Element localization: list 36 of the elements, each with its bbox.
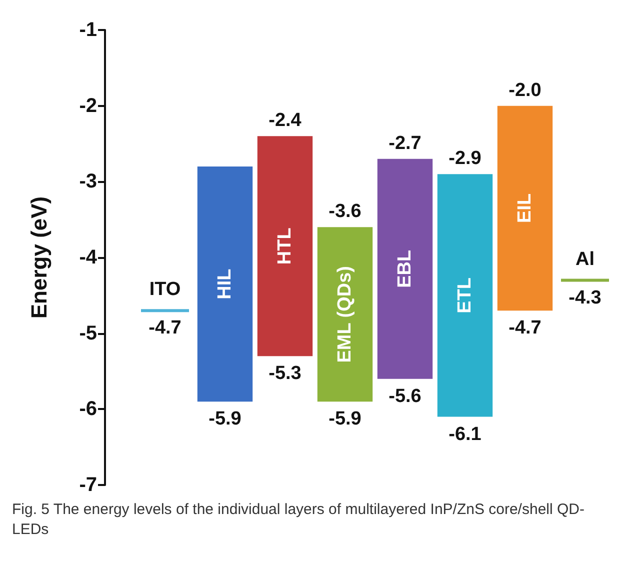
annotation: -4.7 <box>148 318 182 339</box>
y-tick-label: -7 <box>79 474 97 496</box>
annotation: -4.7 <box>508 318 542 339</box>
x-tick-label: ITO <box>149 279 181 300</box>
x-tick-label: ETL <box>454 277 476 314</box>
annotation: -2.7 <box>388 132 422 154</box>
caption: Fig. 5 The energy levels of the individual layers of multilayered InP/ZnS core/shell QD-LEDs <box>12 500 586 540</box>
bar <box>377 158 433 379</box>
y-tick-label: -3 <box>79 170 97 193</box>
annotation: -5.9 <box>328 408 362 430</box>
y-tick-label: -1 <box>79 19 97 41</box>
annotation: -4.3 <box>568 287 602 308</box>
bar <box>197 166 253 402</box>
x-tick-label: Al <box>576 248 594 270</box>
x-tick-label: HTL <box>274 227 296 265</box>
annotation: -2.9 <box>448 148 482 170</box>
x-tick-label: EIL <box>514 193 536 223</box>
x-tick-label: EML (QDs) <box>334 266 356 363</box>
annotation: -5.3 <box>268 363 302 384</box>
annotation: -5.6 <box>388 386 422 407</box>
y-tick-label: -4 <box>79 246 98 268</box>
annotation: -2.4 <box>268 110 302 132</box>
annotation: -2.0 <box>508 80 542 101</box>
bar <box>497 106 553 311</box>
annotation: -6.1 <box>448 424 482 445</box>
y-tick-label: -6 <box>79 398 97 420</box>
annotation: -5.9 <box>208 408 242 430</box>
bar <box>317 227 373 402</box>
y-tick-label: -2 <box>79 94 97 117</box>
annotation: -3.6 <box>328 201 362 222</box>
x-tick-label: HIL <box>214 268 236 300</box>
bar <box>257 136 313 356</box>
y-axis-title: Energy (eV) <box>26 196 52 319</box>
bar <box>437 174 493 417</box>
y-tick-label: -5 <box>79 322 97 344</box>
x-tick-label: EBL <box>394 249 416 288</box>
